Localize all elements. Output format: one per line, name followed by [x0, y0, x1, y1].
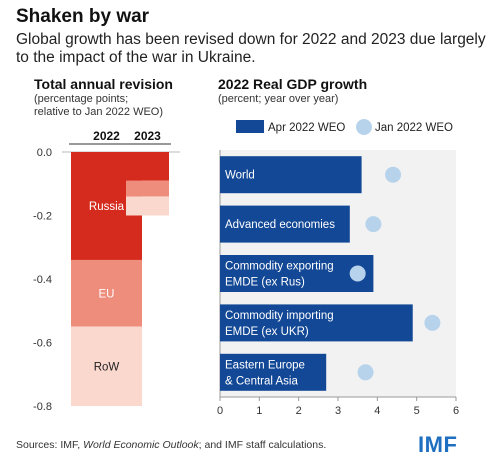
revision-bar-russia-2023: [126, 152, 169, 181]
left-category-label: 2023: [134, 129, 161, 143]
gdp-bar-label: EMDE (ex UKR): [225, 326, 309, 338]
gdp-dot-jan-1: [365, 216, 382, 233]
legend-label-jan: Jan 2022 WEO: [375, 122, 453, 134]
revision-bar-row-2022: [71, 326, 142, 406]
left-panel-subtitle: (percentage points; relative to Jan 2022…: [34, 93, 163, 119]
x-tick-label: 0: [217, 405, 223, 417]
gdp-bar-label: & Central Asia: [225, 375, 298, 387]
chart-subtitle: Global growth has been revised down for …: [16, 31, 486, 66]
left-panel-title: Total annual revision: [34, 76, 173, 92]
legend-label-apr: Apr 2022 WEO: [268, 122, 345, 134]
gdp-bar-label: Commodity importing: [225, 310, 334, 322]
gdp-dot-jan-2: [349, 265, 366, 282]
segment-label-russia: Russia: [89, 201, 125, 213]
x-tick-label: 1: [256, 405, 262, 417]
gdp-bar-apr-3: [220, 304, 413, 342]
x-tick-label: 4: [374, 405, 380, 417]
x-tick-label: 3: [335, 405, 341, 417]
left-panel-subtitle-line2: relative to Jan 2022 WEO): [34, 106, 164, 118]
legend-swatch-jan: [356, 119, 372, 135]
gdp-bar-label: Advanced economies: [225, 219, 335, 231]
left-category-label: 2022: [93, 129, 120, 143]
gdp-dot-jan-4: [357, 364, 374, 381]
legend-swatch-apr: [236, 120, 264, 133]
gdp-bar-label: Eastern Europe: [225, 359, 305, 371]
segment-label-row: RoW: [94, 361, 120, 373]
x-tick-label: 2: [296, 405, 302, 417]
gdp-dot-jan-0: [385, 166, 402, 183]
x-tick-label: 6: [453, 405, 459, 417]
left-panel-subtitle-line1: (percentage points;: [34, 93, 129, 105]
left-ytick-label: -0.4: [33, 274, 52, 286]
imf-logo: IMF: [418, 432, 458, 457]
segment-label-eu: EU: [99, 288, 115, 300]
right-panel-subtitle: (percent; year over year): [218, 93, 339, 105]
revision-bar-eu-2023: [126, 180, 169, 197]
gdp-bar-apr-1: [220, 205, 350, 243]
gdp-bar-apr-4: [220, 353, 327, 391]
gdp-bar-apr-0: [220, 156, 362, 194]
source-note: Sources: IMF, World Economic Outlook; an…: [16, 439, 326, 451]
gdp-bar-label: EMDE (ex Rus): [225, 277, 305, 289]
gdp-bar-label: Commodity exporting: [225, 261, 334, 273]
left-ytick-label: -0.6: [33, 338, 52, 350]
right-panel-title: 2022 Real GDP growth: [218, 76, 368, 92]
source-italic: World Economic Outlook: [83, 439, 199, 451]
left-ytick-label: -0.8: [33, 401, 52, 413]
left-ytick-label: 0.0: [37, 147, 52, 159]
revision-bar-row-2023: [126, 196, 169, 216]
source-suffix: ; and IMF staff calculations.: [198, 439, 327, 451]
gdp-bar-label: World: [225, 170, 255, 182]
revision-bar-eu-2022: [71, 259, 142, 327]
gdp-dot-jan-3: [424, 314, 441, 331]
left-ytick-label: -0.2: [33, 211, 52, 223]
source-prefix: Sources: IMF,: [16, 439, 84, 451]
gdp-bar-apr-2: [220, 255, 374, 292]
chart-title: Shaken by war: [16, 6, 150, 27]
x-tick-label: 5: [414, 405, 420, 417]
